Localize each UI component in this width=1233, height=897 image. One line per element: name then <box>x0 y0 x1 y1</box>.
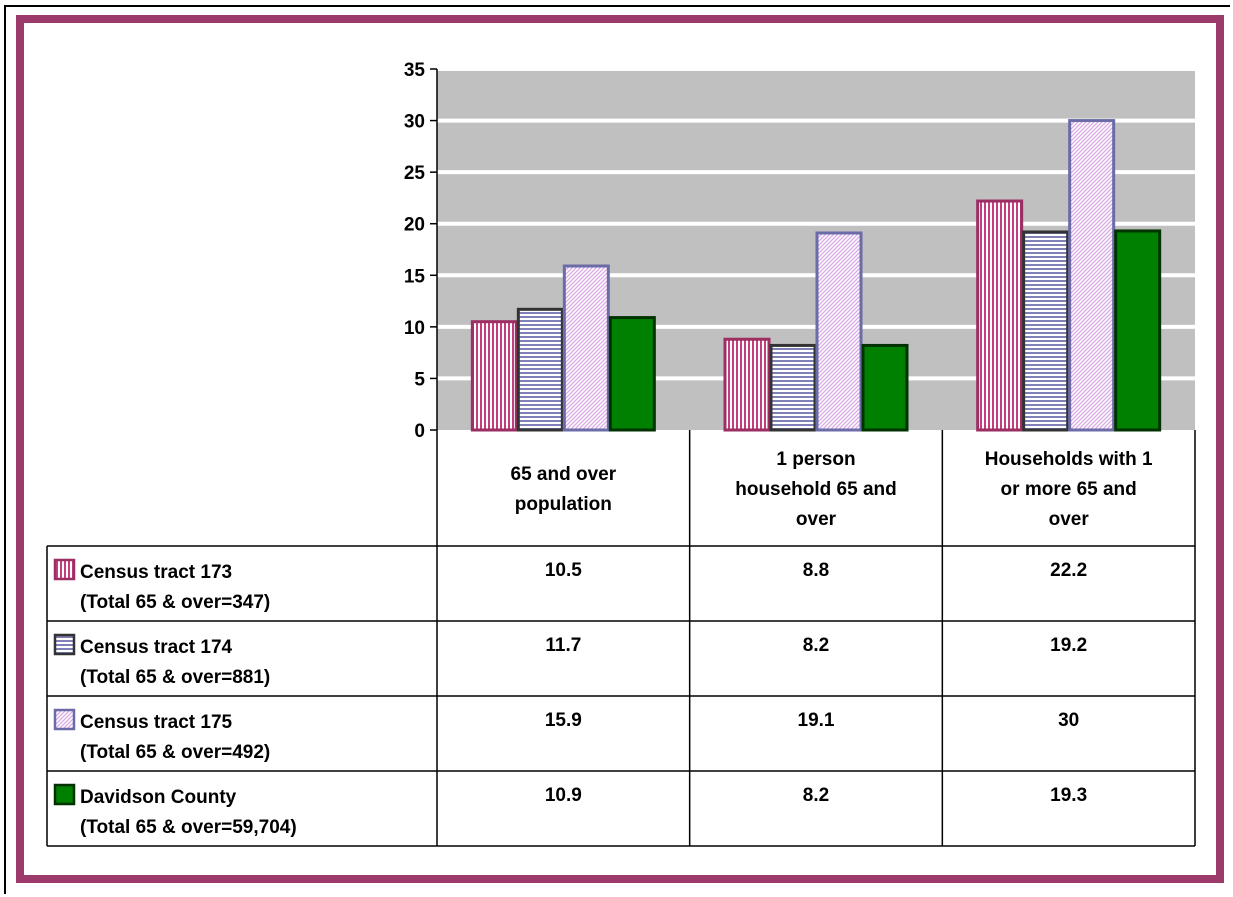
bar-census-tract-175 <box>815 231 863 432</box>
category-label-line: or more 65 and <box>1001 479 1137 500</box>
series-subtitle: (Total 65 & over=59,704) <box>80 817 297 838</box>
y-tick-label: 0 <box>414 421 425 442</box>
bar-census-tract-173 <box>470 320 518 432</box>
legend-key <box>53 783 76 806</box>
series-name: Census tract 173 <box>80 562 232 583</box>
table-cell-value: 8.2 <box>803 785 829 806</box>
category-label-line: household 65 and <box>735 479 897 500</box>
category-label-line: population <box>515 494 612 515</box>
category-label-line: over <box>796 509 837 530</box>
legend-key <box>53 558 76 581</box>
y-tick-label: 10 <box>404 318 425 339</box>
bar-census-tract-174 <box>1022 230 1070 432</box>
bar-davidson-county <box>861 343 909 432</box>
table-cell-value: 19.2 <box>1050 635 1087 656</box>
table-cell-value: 22.2 <box>1050 560 1087 581</box>
y-tick-label: 25 <box>404 163 426 184</box>
category-label-line: 1 person <box>776 449 855 470</box>
bar-davidson-county <box>608 316 656 432</box>
bar-census-tract-174 <box>769 343 817 432</box>
bar-census-tract-174 <box>516 307 564 432</box>
table-cell-value: 30 <box>1058 710 1079 731</box>
series-subtitle: (Total 65 & over=492) <box>80 742 270 763</box>
series-name: Census tract 175 <box>80 712 233 733</box>
plot-area: 0 5 10 15 20 25 30 35 <box>404 60 1195 442</box>
table-cell-value: 11.7 <box>545 635 581 656</box>
y-tick-label: 5 <box>414 369 425 390</box>
category-label: Households with 1 or more 65 and over <box>985 449 1153 530</box>
y-tick-label: 30 <box>404 112 425 133</box>
data-table: 65 and over population 1 person household 6… <box>46 430 1196 847</box>
table-cell-value: 10.5 <box>545 560 582 581</box>
table-cell-value: 10.9 <box>545 785 582 806</box>
bar-census-tract-175 <box>562 264 610 432</box>
table-cell-value: 8.2 <box>803 635 829 656</box>
y-tick-label: 15 <box>404 266 426 287</box>
category-label-line: 65 and over <box>511 464 617 485</box>
series-subtitle: (Total 65 & over=881) <box>80 667 270 688</box>
table-cell-value: 8.8 <box>803 560 829 581</box>
series-name: Census tract 174 <box>80 637 233 658</box>
category-label-line: Households with 1 <box>985 449 1153 470</box>
table-cell-value: 19.1 <box>798 710 835 731</box>
table-cell-value: 19.3 <box>1050 785 1087 806</box>
bar-census-tract-173 <box>976 199 1024 432</box>
bar-census-tract-173 <box>723 337 771 432</box>
series-name: Davidson County <box>80 787 237 808</box>
outer-border <box>4 5 1230 894</box>
bar-census-tract-175 <box>1068 119 1116 432</box>
category-label: 65 and over population <box>511 464 617 515</box>
table-cell-value: 15.9 <box>545 710 582 731</box>
y-tick-label: 20 <box>404 215 425 236</box>
category-label-line: over <box>1049 509 1090 530</box>
y-tick-label: 35 <box>404 60 426 81</box>
legend-key <box>53 633 76 656</box>
legend-key <box>53 708 76 731</box>
series-subtitle: (Total 65 & over=347) <box>80 592 270 613</box>
category-label: 1 person household 65 and over <box>735 449 897 530</box>
bar-davidson-county <box>1114 229 1162 432</box>
